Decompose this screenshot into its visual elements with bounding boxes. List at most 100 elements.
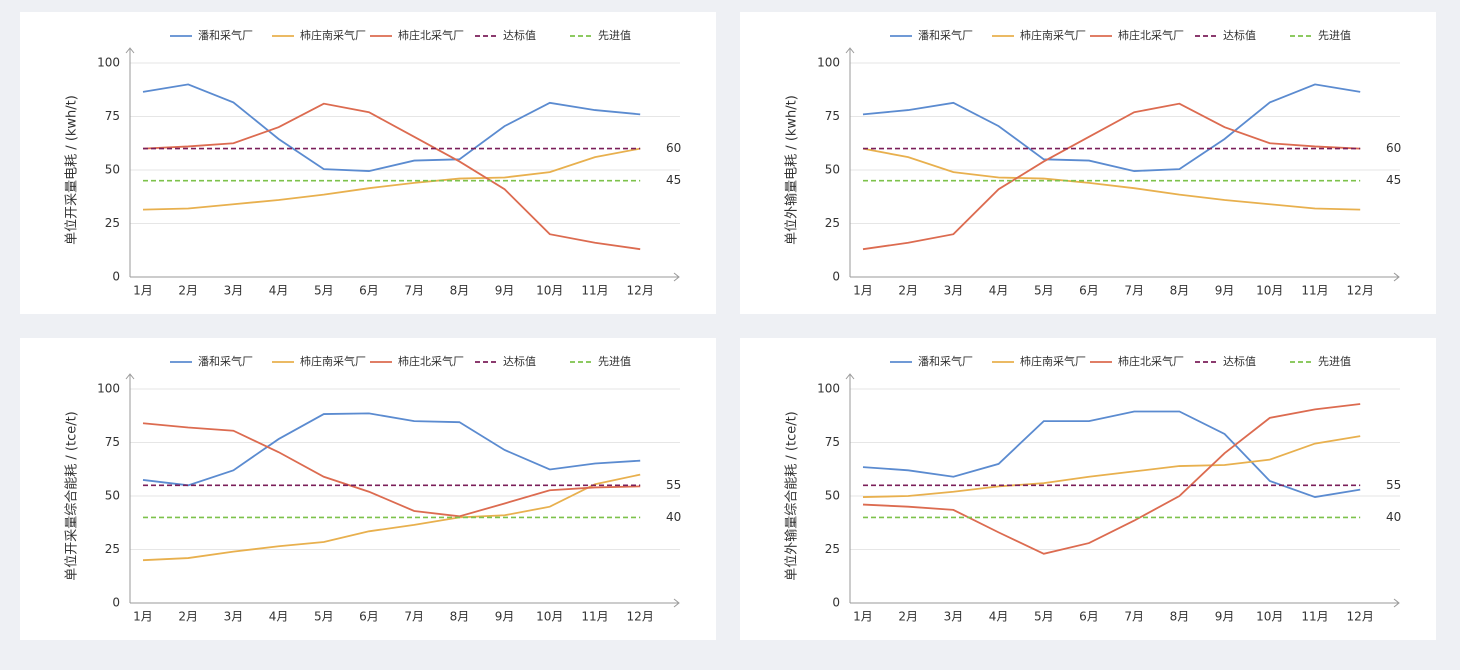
legend-label: 柿庄南采气厂: [1020, 28, 1086, 42]
legend-label: 柿庄北采气厂: [398, 28, 464, 42]
y-tick-label: 0: [112, 596, 120, 610]
y-tick-label: 0: [112, 270, 120, 284]
x-tick-label: 6月: [359, 610, 379, 624]
x-tick-label: 10月: [536, 610, 563, 624]
x-tick-label: 5月: [1034, 284, 1054, 298]
target-label: 45: [1386, 173, 1401, 187]
x-tick-label: 7月: [404, 610, 424, 624]
series-line: [862, 102, 1361, 251]
y-tick-label: 25: [105, 216, 120, 230]
x-tick-label: 5月: [314, 284, 334, 298]
x-tick-label: 9月: [495, 284, 515, 298]
y-axis-arrow: [125, 373, 135, 380]
panel-background: [740, 338, 1436, 640]
target-label: 45: [666, 173, 681, 187]
y-axis-label: 单位外输量电耗 / (kwh/t): [784, 95, 800, 245]
y-axis-label: 单位开采量电耗 / (kwh/t): [65, 95, 80, 245]
y-axis-arrow: [845, 373, 855, 380]
y-tick-label: 75: [825, 435, 840, 449]
x-tick-label: 10月: [536, 284, 563, 298]
y-tick-label: 25: [825, 542, 840, 556]
series-line: [142, 422, 641, 518]
legend-label: 柿庄北采气厂: [1118, 28, 1184, 42]
legend-label: 先进值: [598, 355, 631, 368]
legend-label: 达标值: [1223, 28, 1256, 42]
x-axis-arrow: [673, 272, 680, 282]
series-line: [142, 83, 641, 172]
x-tick-label: 5月: [1034, 610, 1054, 624]
x-tick-label: 6月: [1079, 610, 1099, 624]
y-tick-label: 25: [105, 542, 120, 556]
x-tick-label: 7月: [1124, 610, 1144, 624]
legend-label: 达标值: [503, 354, 536, 368]
x-axis-arrow: [673, 598, 680, 608]
x-tick-label: 12月: [1347, 284, 1374, 298]
x-tick-label: 9月: [495, 610, 515, 624]
legend-label: 潘和采气厂: [198, 354, 253, 368]
y-tick-label: 50: [825, 489, 840, 503]
x-tick-label: 11月: [1301, 610, 1328, 624]
y-tick-label: 50: [105, 163, 120, 177]
target-label: 55: [666, 478, 681, 492]
series-line: [142, 473, 641, 562]
series-line: [862, 435, 1361, 498]
y-tick-label: 75: [105, 109, 120, 123]
chart-panel: 单位外输量综合能耗 / (tce/t) 0 25 50 75 100 1月 2月 3月 4月 5月 6…: [740, 338, 1436, 640]
series-line: [862, 410, 1361, 498]
target-label: 55: [1386, 478, 1401, 492]
target-label: 60: [1386, 141, 1401, 155]
legend-label: 先进值: [1318, 355, 1351, 368]
y-tick-label: 75: [825, 109, 840, 123]
y-axis-arrow: [125, 47, 135, 54]
y-tick-label: 0: [832, 270, 840, 284]
x-tick-label: 7月: [1124, 284, 1144, 298]
legend-label: 柿庄南采气厂: [300, 28, 366, 42]
x-tick-label: 2月: [898, 284, 918, 298]
x-tick-label: 11月: [581, 610, 608, 624]
x-tick-label: 3月: [944, 610, 964, 624]
x-tick-label: 4月: [989, 284, 1009, 298]
x-tick-label: 8月: [450, 284, 470, 298]
x-tick-label: 8月: [1170, 284, 1190, 298]
x-tick-label: 2月: [178, 284, 198, 298]
target-label: 40: [666, 510, 681, 524]
panel-background: [20, 12, 716, 314]
x-tick-label: 10月: [1256, 284, 1283, 298]
legend-label: 先进值: [598, 29, 631, 42]
panel-background: [740, 12, 1436, 314]
x-tick-label: 12月: [627, 610, 654, 624]
series-line: [862, 147, 1361, 211]
y-tick-label: 100: [817, 56, 840, 70]
legend-label: 达标值: [503, 28, 536, 42]
x-tick-label: 3月: [224, 284, 244, 298]
legend-label: 达标值: [1223, 354, 1256, 368]
legend-label: 潘和采气厂: [918, 28, 973, 42]
x-tick-label: 10月: [1256, 610, 1283, 624]
series-line: [862, 83, 1361, 172]
y-tick-label: 100: [97, 56, 120, 70]
series-line: [862, 403, 1361, 555]
x-tick-label: 9月: [1215, 610, 1235, 624]
x-tick-label: 2月: [898, 610, 918, 624]
y-axis-label: 单位外输量综合能耗 / (tce/t): [784, 411, 800, 581]
x-tick-label: 4月: [269, 610, 289, 624]
x-tick-label: 7月: [404, 284, 424, 298]
x-tick-label: 8月: [450, 610, 470, 624]
target-label: 60: [666, 141, 681, 155]
x-tick-label: 6月: [359, 284, 379, 298]
x-tick-label: 3月: [944, 284, 964, 298]
y-tick-label: 50: [105, 489, 120, 503]
legend-label: 柿庄北采气厂: [398, 354, 464, 368]
x-tick-label: 8月: [1170, 610, 1190, 624]
x-axis-arrow: [1393, 272, 1400, 282]
x-tick-label: 11月: [1301, 284, 1328, 298]
x-tick-label: 2月: [178, 610, 198, 624]
x-tick-label: 1月: [853, 284, 873, 298]
legend-label: 柿庄南采气厂: [300, 354, 366, 368]
x-tick-label: 4月: [269, 284, 289, 298]
y-tick-label: 100: [817, 382, 840, 396]
x-tick-label: 1月: [853, 610, 873, 624]
series-line: [142, 102, 641, 251]
chart-panel: 单位开采量电耗 / (kwh/t) 0 25 50 75 100 1月 2月 3月 4月 5月 6月 7…: [20, 12, 716, 314]
